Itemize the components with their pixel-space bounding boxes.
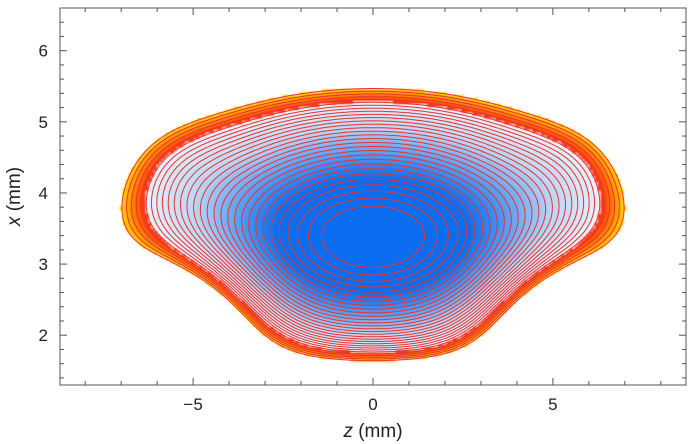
contour-level-7 — [255, 163, 491, 306]
contour-level-15 — [199, 130, 547, 333]
y-tick-label: 3 — [39, 255, 48, 274]
y-tick-label: 5 — [39, 113, 48, 132]
contour-level-22 — [156, 107, 590, 349]
contour-level-16 — [193, 127, 553, 335]
contour-level-25 — [140, 98, 606, 355]
y-tick-label: 6 — [39, 42, 48, 61]
x-tick-label: 5 — [548, 395, 557, 414]
axis-ticks: −5 0 5 2 3 4 5 6 — [39, 8, 686, 414]
contour-level-19 — [173, 117, 573, 342]
x-tick-label: 0 — [368, 395, 377, 414]
contour-level-10 — [234, 150, 512, 317]
contour-level-29 — [121, 88, 625, 362]
contour-level-3 — [287, 184, 459, 288]
contour-level-24 — [145, 101, 601, 353]
plot-area — [60, 8, 686, 385]
contour-level-14 — [206, 134, 540, 330]
contour-level-6 — [262, 168, 484, 302]
contour-level-4 — [278, 178, 468, 293]
contour-level-8 — [248, 158, 498, 310]
contour-level-11 — [227, 146, 519, 321]
x-tick-label: −5 — [183, 395, 202, 414]
contour-level-23 — [150, 104, 596, 351]
contour-level-1 — [307, 197, 439, 276]
contour-level-20 — [167, 113, 579, 345]
x-axis-label: z (mm) — [342, 421, 402, 442]
y-tick-label: 2 — [39, 326, 48, 345]
contour-level-9 — [241, 154, 505, 314]
y-tick-label: 4 — [39, 184, 48, 203]
contour-level-5 — [270, 173, 476, 298]
contour-lines — [121, 88, 625, 362]
contour-level-26 — [135, 96, 611, 357]
contour-level-17 — [186, 123, 560, 338]
contour-level-28 — [126, 90, 620, 360]
contour-level-27 — [130, 93, 616, 358]
contour-level-12 — [220, 142, 526, 324]
contour-level-13 — [213, 138, 533, 327]
contour-level-21 — [161, 110, 585, 347]
contour-level-0 — [320, 205, 426, 268]
contour-level-2 — [297, 190, 449, 282]
density-map — [60, 8, 686, 385]
y-axis-label: x (mm) — [4, 167, 25, 227]
contour-level-18 — [180, 120, 566, 340]
